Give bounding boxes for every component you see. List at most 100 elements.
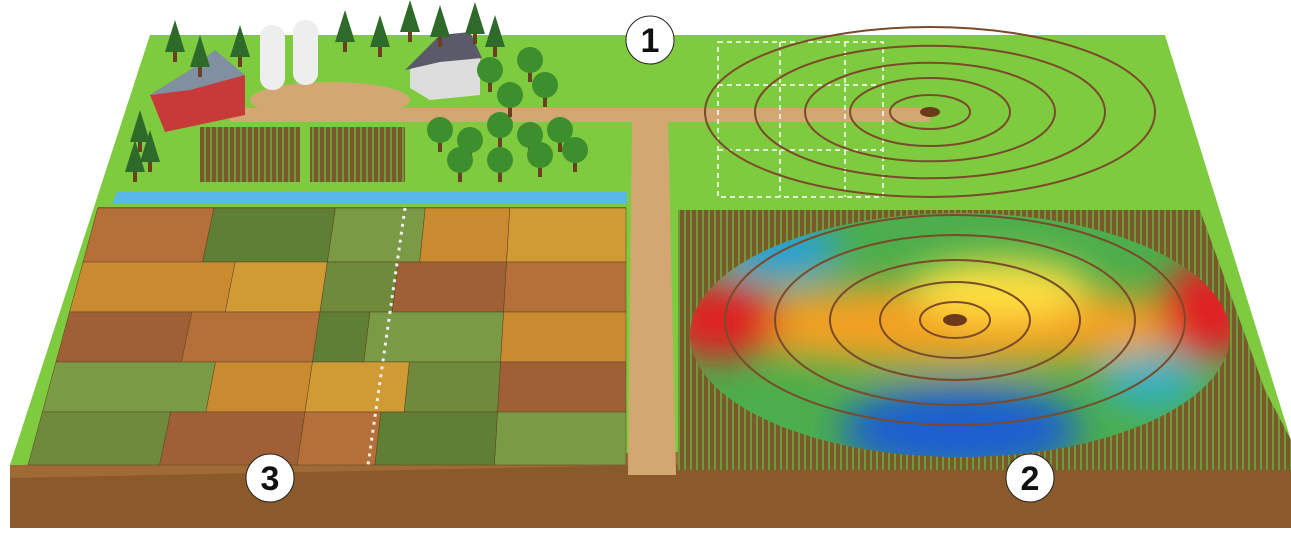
yard: [250, 82, 410, 118]
tree-crown: [547, 117, 573, 143]
pivot-rings: [724, 214, 1186, 426]
tree-trunk: [198, 63, 202, 77]
conifer: [165, 20, 185, 52]
tree-crown: [427, 117, 453, 143]
tree-trunk: [238, 53, 242, 67]
pivot-center: [920, 107, 940, 117]
crop-patch: [159, 411, 306, 466]
tree-trunk: [343, 38, 347, 52]
pivot-rings: [704, 26, 1156, 198]
irrigation-line: [366, 207, 407, 466]
ring: [754, 44, 1106, 180]
crop-patch: [42, 361, 216, 413]
tree-trunk: [138, 138, 142, 152]
marker-circle: [625, 15, 675, 65]
silo: [260, 25, 285, 90]
crop-patches: [27, 207, 627, 466]
marker: 2: [1005, 453, 1055, 503]
barn-roof: [150, 50, 245, 95]
tree-crown: [562, 137, 588, 163]
ring: [724, 214, 1186, 426]
tree-trunk: [528, 68, 532, 82]
garden-plot: [310, 127, 405, 182]
tree-crown: [487, 112, 513, 138]
tree-trunk: [498, 133, 502, 147]
marker: 3: [245, 453, 295, 503]
house-roof: [405, 32, 482, 70]
tree-crown: [457, 127, 483, 153]
crop-patch: [363, 311, 504, 363]
conifer: [190, 35, 210, 67]
ring: [879, 281, 1031, 359]
ring: [829, 259, 1081, 381]
road: [628, 118, 676, 475]
tree-trunk: [133, 168, 137, 182]
tree-crown: [447, 147, 473, 173]
conifer: [130, 110, 150, 142]
tree-trunk: [508, 103, 512, 117]
crop-patch: [500, 311, 627, 363]
conifer: [370, 15, 390, 47]
tree-crown: [532, 72, 558, 98]
tree-trunk: [438, 138, 442, 152]
marker-circle: [245, 453, 295, 503]
heat-spot: [1100, 350, 1200, 410]
crop-patch: [327, 207, 426, 263]
tree-trunk: [558, 138, 562, 152]
marker-label: 2: [1021, 460, 1040, 498]
crop-patch: [205, 361, 313, 413]
tree-crown: [517, 122, 543, 148]
silo: [293, 20, 318, 85]
conifer: [140, 130, 160, 162]
crop-patch: [503, 261, 627, 313]
crop-patch: [225, 261, 328, 313]
crop-patch: [506, 207, 627, 263]
conifer: [125, 140, 145, 172]
tree-trunk: [498, 168, 502, 182]
heat-spot: [1160, 260, 1230, 360]
crop-patch: [419, 207, 511, 263]
tree-crown: [487, 147, 513, 173]
ring: [774, 234, 1136, 406]
crop-patch: [304, 361, 410, 413]
tree-trunk: [173, 48, 177, 62]
crop-patch: [296, 411, 382, 466]
crop-patch: [27, 411, 172, 466]
tree-trunk: [543, 93, 547, 107]
conifer: [230, 25, 250, 57]
conifer: [465, 2, 485, 34]
tree-crown: [527, 142, 553, 168]
marker-circle: [1005, 453, 1055, 503]
crop-patch: [69, 261, 236, 313]
conifer: [485, 15, 505, 47]
crop-patch: [374, 411, 498, 466]
crop-patch: [494, 411, 627, 466]
marker-label: 3: [261, 460, 280, 498]
tree-trunk: [573, 158, 577, 172]
crop-patch: [55, 311, 193, 363]
crop-patch: [319, 261, 399, 313]
marker: 1: [625, 15, 675, 65]
ring: [804, 61, 1056, 163]
crop-patch: [312, 311, 371, 363]
tree-trunk: [473, 30, 477, 44]
tree-trunk: [538, 163, 542, 177]
tree-trunk: [408, 28, 412, 42]
conifer: [335, 10, 355, 42]
conifer: [430, 5, 450, 37]
crop-patch: [82, 207, 215, 263]
ring: [889, 94, 971, 130]
tree-trunk: [148, 158, 152, 172]
garden-plot: [200, 127, 300, 182]
conifer: [400, 0, 420, 32]
crop-patch: [391, 261, 507, 313]
tree-crown: [497, 82, 523, 108]
ring: [849, 77, 1011, 147]
tree-trunk: [458, 168, 462, 182]
crop-patch: [181, 311, 321, 363]
crop-patch: [202, 207, 336, 263]
crop-patch: [497, 361, 627, 413]
pivot-center: [943, 314, 967, 326]
tree-trunk: [378, 43, 382, 57]
